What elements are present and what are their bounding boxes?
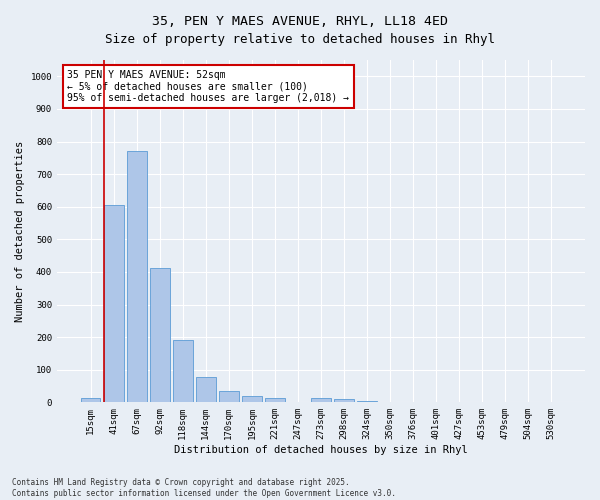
Bar xyxy=(219,390,239,402)
Bar xyxy=(127,152,146,402)
Y-axis label: Number of detached properties: Number of detached properties xyxy=(15,140,25,322)
Bar xyxy=(357,400,377,402)
Text: Contains HM Land Registry data © Crown copyright and database right 2025.
Contai: Contains HM Land Registry data © Crown c… xyxy=(12,478,396,498)
Bar xyxy=(173,340,193,402)
Bar xyxy=(265,398,284,402)
Bar xyxy=(334,398,354,402)
Text: 35, PEN Y MAES AVENUE, RHYL, LL18 4ED: 35, PEN Y MAES AVENUE, RHYL, LL18 4ED xyxy=(152,15,448,28)
Bar xyxy=(196,377,215,402)
Bar xyxy=(242,396,262,402)
Bar xyxy=(104,205,124,402)
Bar xyxy=(81,398,100,402)
Bar xyxy=(150,268,170,402)
Text: 35 PEN Y MAES AVENUE: 52sqm
← 5% of detached houses are smaller (100)
95% of sem: 35 PEN Y MAES AVENUE: 52sqm ← 5% of deta… xyxy=(67,70,349,104)
Bar xyxy=(311,398,331,402)
Text: Size of property relative to detached houses in Rhyl: Size of property relative to detached ho… xyxy=(105,32,495,46)
X-axis label: Distribution of detached houses by size in Rhyl: Distribution of detached houses by size … xyxy=(174,445,468,455)
